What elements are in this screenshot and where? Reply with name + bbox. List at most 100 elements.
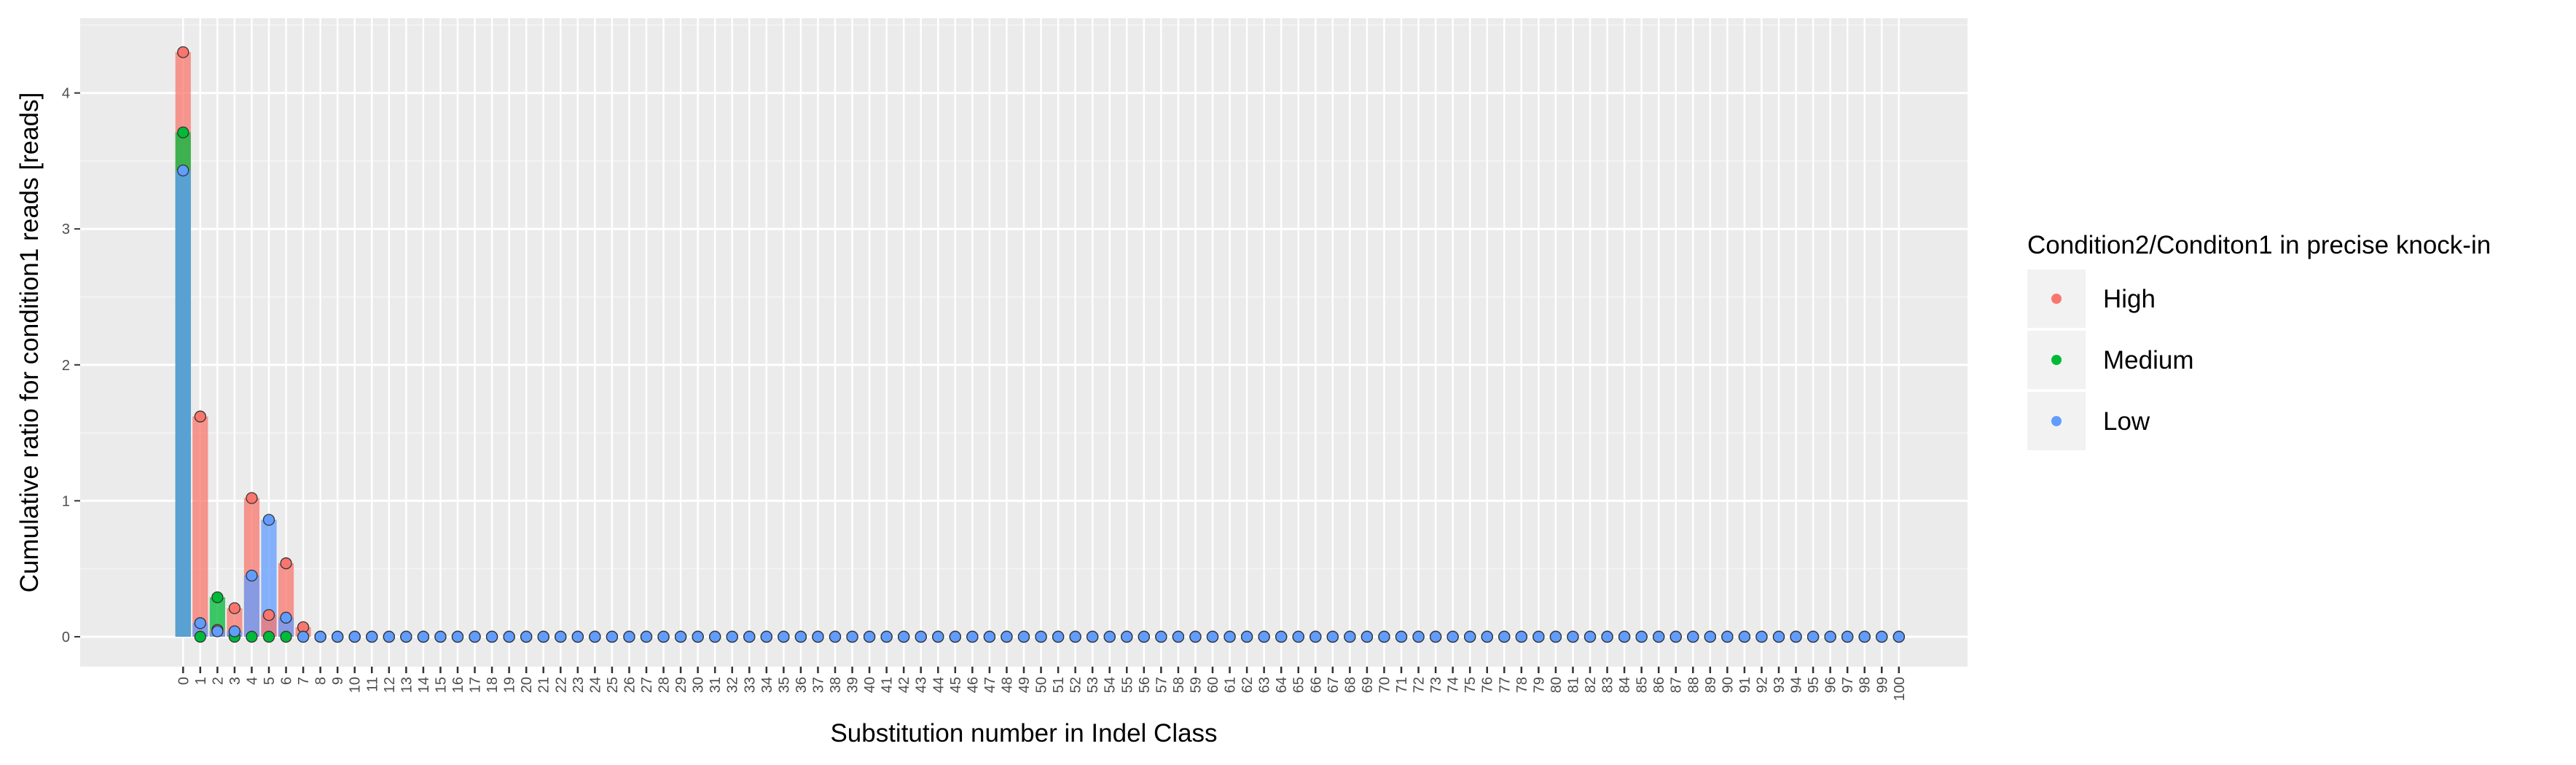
x-tick-label: 26: [622, 677, 638, 693]
point-low-96: [1824, 630, 1836, 643]
x-tick-label: 54: [1103, 677, 1119, 693]
x-tick-label: 77: [1497, 677, 1513, 693]
point-low-68: [1344, 630, 1356, 643]
point-low-20: [520, 630, 533, 643]
point-low-65: [1292, 630, 1304, 643]
y-tick-label: 3: [62, 221, 70, 238]
x-tick-label: 99: [1874, 677, 1890, 693]
point-low-78: [1515, 630, 1527, 643]
x-tick-label: 34: [759, 677, 775, 693]
x-tick-label: 47: [982, 677, 998, 693]
point-low-64: [1275, 630, 1288, 643]
x-tick-label: 70: [1377, 677, 1393, 693]
x-tick-label: 29: [673, 677, 689, 693]
point-medium-0: [177, 126, 189, 138]
x-tick-label: 41: [880, 677, 896, 693]
x-tick-label: 11: [364, 677, 380, 692]
point-low-93: [1772, 630, 1785, 643]
point-low-49: [1017, 630, 1030, 643]
point-low-11: [366, 630, 378, 643]
point-high-5: [262, 608, 275, 621]
x-tick-label: 89: [1703, 677, 1719, 693]
point-low-69: [1361, 630, 1374, 643]
y-axis: 0 1 2 3 4: [62, 86, 80, 646]
point-low-58: [1172, 630, 1185, 643]
point-low-29: [674, 630, 687, 643]
point-high-6: [280, 557, 292, 570]
point-low-34: [760, 630, 772, 643]
x-tick-label: 28: [657, 677, 673, 693]
point-low-36: [794, 630, 807, 643]
point-low-1: [194, 617, 206, 629]
x-tick-label: 58: [1171, 677, 1187, 693]
point-low-73: [1429, 630, 1442, 643]
point-low-85: [1635, 630, 1648, 643]
x-tick-label: 51: [1051, 677, 1067, 693]
point-low-9: [332, 630, 344, 643]
legend: Condition2/Conditon1 in precise knock-in…: [2027, 231, 2491, 450]
x-tick-label: 100: [1892, 677, 1908, 701]
point-low-14: [417, 630, 430, 643]
x-tick-label: 56: [1137, 677, 1153, 693]
point-low-76: [1481, 630, 1493, 643]
x-tick-label: 65: [1291, 677, 1307, 693]
point-medium-4: [246, 630, 258, 643]
x-tick-label: 37: [810, 677, 826, 693]
x-tick-label: 14: [416, 677, 432, 693]
x-tick-label: 30: [691, 677, 707, 693]
y-tick-label: 0: [62, 629, 70, 646]
x-tick-label: 97: [1840, 677, 1856, 693]
x-tick-label: 50: [1034, 677, 1050, 693]
x-tick-label: 42: [896, 677, 912, 693]
point-low-53: [1087, 630, 1099, 643]
x-tick-label: 5: [262, 677, 278, 685]
point-medium-6: [280, 630, 292, 643]
x-tick-label: 15: [433, 677, 449, 693]
x-tick-label: 86: [1651, 677, 1667, 693]
x-tick-label: 23: [571, 677, 587, 693]
x-axis: 0 1 2 3 4 5 6 7 8 9 10 11 12 13 14 15 16 17 18 19 20 21 22 23 24…: [176, 667, 1908, 701]
grid-major: [80, 18, 1968, 667]
point-low-39: [846, 630, 858, 643]
point-low-23: [571, 630, 584, 643]
x-tick-label: 59: [1188, 677, 1204, 693]
point-high-1: [194, 410, 206, 423]
x-tick-label: 38: [828, 677, 844, 693]
point-low-17: [469, 630, 481, 643]
point-low-8: [314, 630, 326, 643]
y-axis-title: Cumulative ratio for condition1 reads [r…: [15, 93, 44, 593]
point-low-4: [246, 569, 258, 582]
x-tick-label: 36: [794, 677, 810, 693]
x-tick-label: 75: [1463, 677, 1479, 693]
point-low-67: [1326, 630, 1339, 643]
legend-swatch-low: [2051, 416, 2062, 426]
bar-high-5: [261, 615, 277, 637]
x-tick-label: 83: [1600, 677, 1616, 693]
point-low-46: [966, 630, 979, 643]
point-low-43: [915, 630, 927, 643]
y-tick-label: 4: [62, 86, 70, 102]
point-low-33: [743, 630, 756, 643]
point-low-57: [1155, 630, 1167, 643]
x-tick-label: 48: [999, 677, 1015, 693]
x-tick-label: 20: [519, 677, 535, 693]
point-low-37: [812, 630, 824, 643]
x-tick-label: 40: [862, 677, 878, 693]
x-tick-label: 45: [948, 677, 964, 693]
point-low-35: [778, 630, 790, 643]
point-medium-2: [211, 591, 224, 603]
x-tick-label: 3: [227, 677, 243, 685]
point-low-26: [623, 630, 635, 643]
x-tick-label: 7: [296, 677, 312, 685]
x-tick-label: 10: [348, 677, 364, 693]
point-low-47: [983, 630, 996, 643]
point-low-54: [1103, 630, 1116, 643]
point-high-4: [246, 492, 258, 504]
point-low-42: [898, 630, 910, 643]
point-medium-5: [262, 630, 275, 643]
x-tick-label: 74: [1446, 677, 1462, 693]
x-tick-label: 95: [1806, 677, 1822, 693]
legend-label-medium: Medium: [2103, 346, 2193, 374]
point-low-61: [1224, 630, 1236, 643]
